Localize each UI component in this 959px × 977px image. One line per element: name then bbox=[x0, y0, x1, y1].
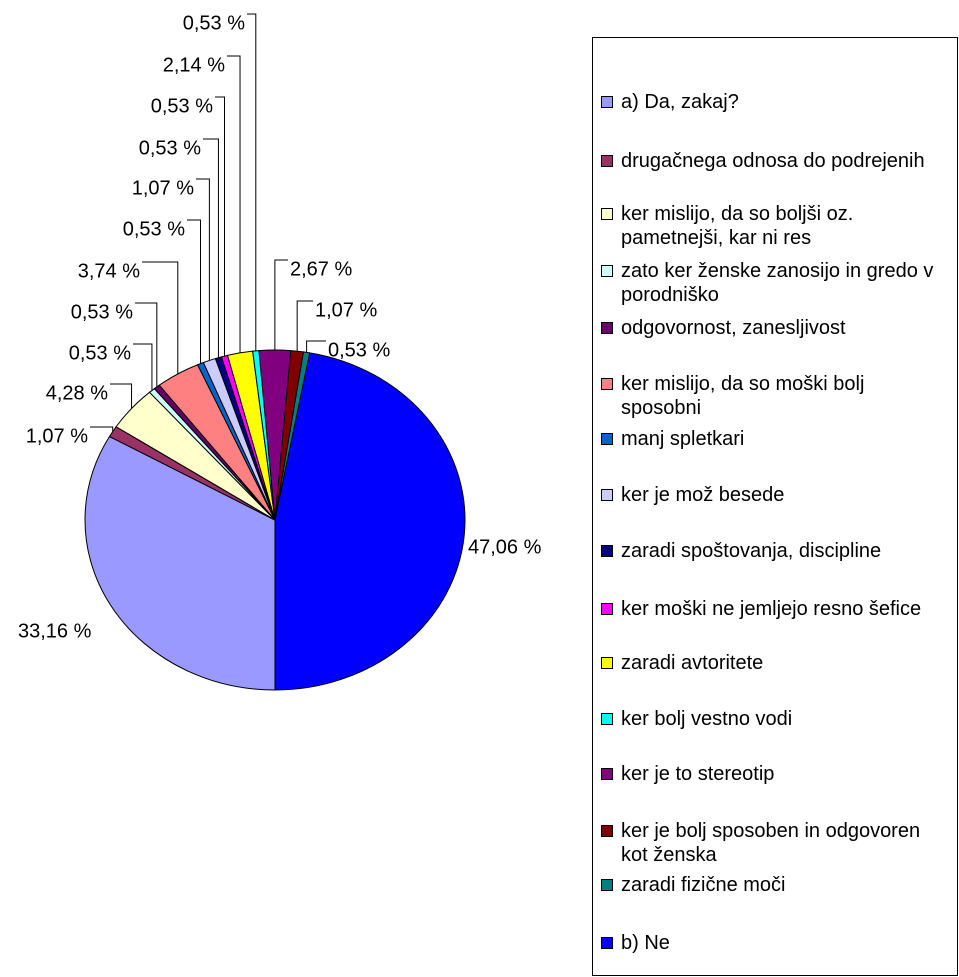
legend-entry: zato ker ženske zanosijo in gredo v poro… bbox=[601, 259, 941, 307]
legend-label: drugačnega odnosa do podrejenih bbox=[621, 150, 925, 172]
legend-entry: ker je mož besede bbox=[601, 483, 941, 507]
leader-line bbox=[215, 96, 226, 357]
leader-line bbox=[135, 302, 158, 387]
data-label: 0,53 % bbox=[69, 342, 131, 364]
data-label: 0,53 % bbox=[139, 137, 201, 159]
data-label: 2,14 % bbox=[163, 54, 225, 76]
legend-swatch bbox=[601, 825, 613, 837]
leader-line bbox=[110, 383, 133, 409]
legend-swatch bbox=[601, 545, 613, 557]
legend-label: ker bolj vestno vodi bbox=[621, 708, 793, 730]
data-label: 1,07 % bbox=[26, 425, 88, 447]
legend-swatch bbox=[601, 322, 613, 334]
legend-label: ker je mož besede bbox=[621, 484, 785, 506]
pie-slice bbox=[274, 352, 466, 691]
data-label: 47,06 % bbox=[468, 536, 542, 558]
leader-line bbox=[196, 178, 210, 361]
legend-label: zaradi avtoritete bbox=[621, 652, 764, 674]
legend-entry: manj spletkari bbox=[601, 427, 941, 451]
data-label: 0,53 % bbox=[123, 218, 185, 240]
legend-swatch bbox=[601, 657, 613, 669]
legend-entry: odgovornost, zanesljivost bbox=[601, 316, 941, 340]
leader-line bbox=[247, 13, 257, 351]
legend-entry: ker moški ne jemljejo resno šefice bbox=[601, 597, 941, 621]
legend-label: manj spletkari bbox=[621, 428, 745, 450]
legend-label: zato ker ženske zanosijo in gredo v poro… bbox=[621, 260, 934, 306]
legend-swatch bbox=[601, 433, 613, 445]
leader-line bbox=[90, 426, 114, 432]
data-label: 0,53 % bbox=[328, 339, 390, 361]
legend-swatch bbox=[601, 96, 613, 108]
legend-entry: ker bolj vestno vodi bbox=[601, 707, 941, 731]
leader-line bbox=[296, 300, 313, 352]
leader-line bbox=[187, 219, 202, 364]
data-label: 1,07 % bbox=[132, 177, 194, 199]
legend-swatch bbox=[601, 713, 613, 725]
legend-label: ker je to stereotip bbox=[621, 763, 775, 785]
legend-label: ker je bolj sposoben in odgovoren kot že… bbox=[621, 820, 921, 866]
legend-label: zaradi spoštovanja, discipline bbox=[621, 540, 882, 562]
data-label: 2,67 % bbox=[290, 258, 352, 280]
legend-label: a) Da, zakaj? bbox=[621, 91, 739, 113]
legend-swatch bbox=[601, 265, 613, 277]
legend-entry: zaradi avtoritete bbox=[601, 651, 941, 675]
legend-entry: b) Ne bbox=[601, 931, 941, 955]
leader-line bbox=[274, 259, 288, 351]
leader-line bbox=[227, 55, 241, 353]
legend-swatch bbox=[601, 937, 613, 949]
legend-entry: ker je bolj sposoben in odgovoren kot že… bbox=[601, 819, 941, 867]
legend-entry: ker mislijo, da so boljši oz. pametnejši… bbox=[601, 202, 941, 250]
legend-swatch bbox=[601, 208, 613, 220]
legend-entry: ker mislijo, da so moški bolj sposobni bbox=[601, 372, 941, 420]
legend-swatch bbox=[601, 603, 613, 615]
legend-swatch bbox=[601, 879, 613, 891]
legend-entry: zaradi spoštovanja, discipline bbox=[601, 539, 941, 563]
legend-label: ker moški ne jemljejo resno šefice bbox=[621, 598, 922, 620]
data-label: 33,16 % bbox=[18, 620, 92, 642]
legend-label: ker mislijo, da so moški bolj sposobni bbox=[621, 373, 865, 419]
data-label: 0,53 % bbox=[183, 12, 245, 34]
legend-swatch bbox=[601, 768, 613, 780]
legend-entry: a) Da, zakaj? bbox=[601, 90, 941, 114]
legend-swatch bbox=[601, 378, 613, 390]
leader-line bbox=[203, 138, 219, 358]
legend-entry: zaradi fizične moči bbox=[601, 873, 941, 897]
legend-label: ker mislijo, da so boljši oz. pametnejši… bbox=[621, 203, 854, 249]
legend-swatch bbox=[601, 489, 613, 501]
legend-swatch bbox=[601, 155, 613, 167]
legend-entry: drugačnega odnosa do podrejenih bbox=[601, 149, 941, 173]
data-label: 1,07 % bbox=[315, 299, 377, 321]
legend-entry: ker je to stereotip bbox=[601, 762, 941, 786]
data-label: 0,53 % bbox=[151, 95, 213, 117]
leader-line bbox=[133, 343, 153, 391]
pie-chart: 33,16 % 1,07 % 4,28 % 0,53 % 0,53 % 3,74 % 0,5… bbox=[18, 12, 542, 691]
data-label: 0,53 % bbox=[71, 301, 133, 323]
legend: a) Da, zakaj? drugačnega odnosa do podrej… bbox=[592, 37, 958, 976]
legend-label: zaradi fizične moči bbox=[621, 874, 786, 896]
data-label: 4,28 % bbox=[46, 382, 108, 404]
data-label: 3,74 % bbox=[78, 260, 140, 282]
leader-line bbox=[306, 340, 326, 353]
leader-line bbox=[142, 261, 179, 374]
legend-label: b) Ne bbox=[621, 932, 670, 954]
pie-slice bbox=[84, 435, 276, 691]
legend-label: odgovornost, zanesljivost bbox=[621, 317, 846, 339]
